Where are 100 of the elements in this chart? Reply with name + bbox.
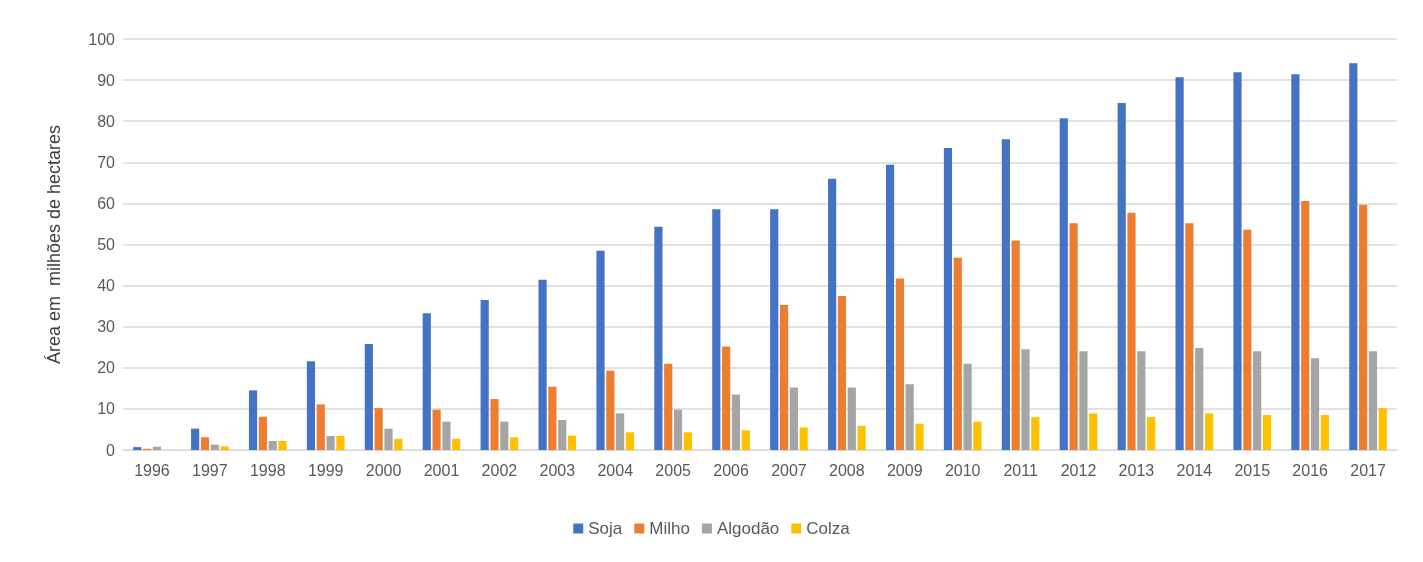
x-tick-label: 2015: [1234, 461, 1271, 479]
bar: [1059, 118, 1068, 450]
bar: [1147, 417, 1156, 450]
bar: [316, 404, 325, 450]
legend-label: Algodão: [716, 519, 780, 538]
x-tick-label: 2016: [1292, 461, 1329, 479]
bar: [191, 428, 200, 450]
bar: [1127, 212, 1136, 450]
x-tick-label: 2006: [713, 461, 749, 479]
bar: [1301, 200, 1310, 450]
bar: [1175, 77, 1184, 450]
bar: [1204, 413, 1214, 450]
bar: [1359, 204, 1368, 450]
bar: [683, 432, 692, 450]
bar: [654, 226, 663, 450]
x-tick-label: 2011: [1003, 461, 1038, 479]
x-tick-label: 2001: [423, 461, 460, 479]
y-axis-title: Área em milhões de hectares: [44, 124, 64, 365]
y-tick-label: 20: [97, 359, 116, 377]
y-tick-label: 60: [97, 194, 116, 212]
bar: [712, 209, 721, 450]
x-tick-label: 2014: [1176, 461, 1213, 479]
bar: [789, 387, 798, 450]
bar: [606, 370, 615, 450]
bar: [722, 346, 731, 450]
x-tick-label: 1998: [249, 461, 286, 479]
bar: [915, 423, 924, 450]
bar: [596, 250, 605, 450]
y-tick-label: 100: [88, 30, 116, 48]
bar: [394, 438, 403, 450]
bar: [837, 295, 847, 450]
bar: [1233, 72, 1242, 450]
bar: [1368, 351, 1378, 450]
y-tick-label: 70: [97, 153, 116, 171]
bar: [500, 421, 509, 450]
x-tick-label: 2005: [655, 461, 692, 479]
bar: [306, 361, 316, 450]
bar: [943, 147, 953, 450]
bar: [326, 436, 335, 450]
bar: [625, 432, 635, 450]
bar: [1253, 351, 1262, 450]
bar: [953, 257, 962, 450]
bar: [1079, 351, 1088, 450]
bar: [847, 387, 856, 450]
bar: [828, 178, 837, 450]
legend-label: Soja: [588, 519, 623, 538]
bar: [741, 430, 750, 450]
bar: [268, 440, 277, 450]
x-tick-label: 2012: [1060, 461, 1097, 479]
bar: [857, 425, 866, 450]
bar: [1117, 103, 1126, 450]
bar: [452, 438, 461, 450]
bar: [779, 304, 789, 450]
bar: [1137, 351, 1146, 450]
bar: [374, 408, 383, 450]
bar: [567, 435, 577, 450]
bar: [220, 446, 229, 450]
bar: [1378, 408, 1387, 450]
y-tick-label: 50: [97, 236, 116, 253]
bar: [1320, 415, 1329, 450]
bar: [364, 343, 373, 450]
x-tick-label: 1999: [307, 461, 344, 479]
x-tick-label: 2017: [1350, 461, 1386, 479]
x-tick-label: 2002: [481, 461, 518, 479]
bar: [248, 390, 258, 450]
bar: [510, 437, 519, 450]
bar: [664, 363, 673, 450]
bar: [770, 209, 779, 450]
bar: [278, 440, 287, 450]
bar: [432, 409, 441, 450]
x-tick-label: 2009: [886, 461, 923, 479]
bar: [336, 436, 345, 450]
bar: [1031, 417, 1040, 450]
y-tick-label: 0: [106, 441, 116, 459]
bar: [258, 416, 267, 450]
x-tick-label: 2003: [539, 461, 576, 479]
bar: [963, 363, 972, 450]
bar: [548, 386, 557, 450]
y-tick-label: 10: [97, 400, 116, 418]
x-tick-label: 1997: [192, 461, 228, 479]
bar: [558, 420, 567, 450]
y-tick-label: 90: [97, 71, 116, 89]
x-tick-label: 2008: [829, 461, 865, 479]
bar: [133, 447, 142, 450]
bar: [1069, 223, 1078, 450]
x-tick-label: 2004: [597, 461, 634, 479]
legend-label: Milho: [649, 519, 690, 538]
bar: [210, 444, 219, 450]
legend-label: Colza: [806, 519, 851, 538]
bar: [1291, 74, 1300, 450]
bar: [616, 413, 625, 450]
bar: [1310, 358, 1320, 450]
bar: [1195, 348, 1204, 450]
bar: [538, 279, 547, 450]
bar: [1243, 229, 1252, 450]
bar: [480, 299, 489, 450]
x-tick-label: 2007: [771, 461, 807, 479]
bar: [731, 394, 741, 450]
bar: [1011, 240, 1020, 450]
bar: [673, 409, 683, 450]
